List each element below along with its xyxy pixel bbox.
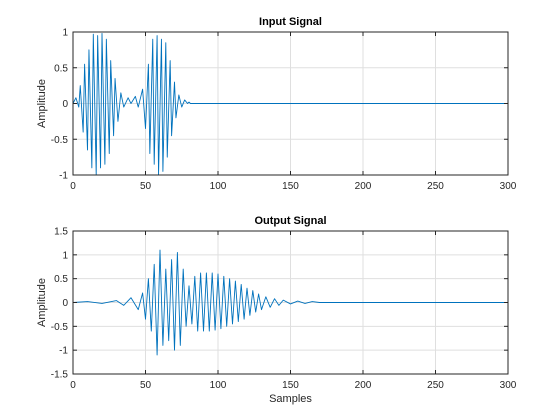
y-tick-label: 1.5 [54, 227, 68, 238]
y-tick-label: 0.5 [54, 63, 68, 74]
y-axis-label: Amplitude [36, 278, 48, 327]
x-tick-label: 150 [282, 380, 299, 391]
y-tick-label: -1 [59, 346, 68, 357]
chart-title: Input Signal [259, 16, 322, 28]
y-tick-label: 0.5 [54, 274, 68, 285]
x-tick-label: 100 [210, 181, 227, 192]
y-tick-label: 0 [62, 99, 68, 110]
y-tick-label: -0.5 [51, 135, 69, 146]
y-tick-label: -1.5 [51, 370, 69, 381]
y-axis-label: Amplitude [36, 79, 48, 128]
x-axis-label: Samples [269, 393, 312, 405]
y-tick-label: 1 [62, 28, 68, 39]
x-tick-label: 0 [70, 380, 76, 391]
x-tick-label: 150 [282, 181, 299, 192]
y-tick-label: 0 [62, 298, 68, 309]
x-tick-label: 200 [355, 380, 372, 391]
x-tick-label: 300 [500, 181, 517, 192]
chart-title: Output Signal [254, 215, 326, 227]
x-tick-label: 50 [140, 380, 152, 391]
x-tick-label: 250 [427, 181, 444, 192]
x-tick-label: 50 [140, 181, 152, 192]
y-tick-label: -1 [59, 171, 68, 182]
x-tick-label: 0 [70, 181, 76, 192]
series-line [72, 249, 508, 356]
y-tick-label: 1 [62, 250, 68, 261]
x-tick-label: 200 [355, 181, 372, 192]
output-signal-chart: 0 50 100 150 200 250 300 -1.5 -1 -0.5 0 0.5 1 1.5 Outp… [36, 215, 517, 405]
y-tick-label: -0.5 [51, 322, 69, 333]
x-tick-label: 300 [500, 380, 517, 391]
series-line [72, 32, 508, 176]
x-tick-label: 100 [210, 380, 227, 391]
x-tick-label: 250 [427, 380, 444, 391]
input-signal-chart: 0 50 100 150 200 250 300 -1 -0.5 0 0.5 1 Input Signa… [36, 16, 517, 192]
